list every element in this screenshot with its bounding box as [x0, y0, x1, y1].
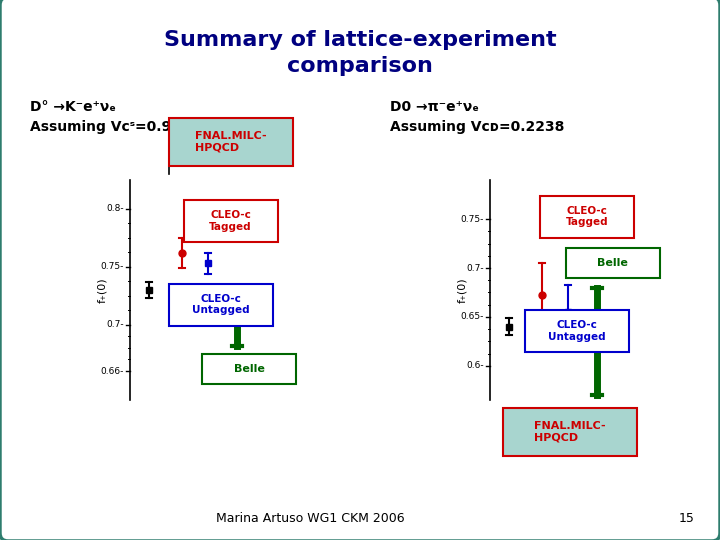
Text: FNAL.MILC-
HPQCD: FNAL.MILC- HPQCD [195, 131, 266, 153]
FancyBboxPatch shape [168, 284, 273, 326]
Text: CLEO-c
Untagged: CLEO-c Untagged [192, 294, 250, 315]
Text: 0.65-: 0.65- [461, 312, 484, 321]
Text: D° →K⁻e⁺νₑ: D° →K⁻e⁺νₑ [30, 100, 116, 114]
Text: 0.75-: 0.75- [101, 262, 124, 271]
Text: f₊(0): f₊(0) [97, 277, 107, 303]
Text: Summary of lattice-experiment: Summary of lattice-experiment [163, 30, 557, 50]
Text: comparison: comparison [287, 56, 433, 76]
Text: CLEO-c
Tagged: CLEO-c Tagged [565, 206, 608, 227]
Text: 0.75-: 0.75- [461, 214, 484, 224]
Text: 0.7-: 0.7- [107, 320, 124, 329]
FancyBboxPatch shape [540, 195, 634, 238]
Text: Marina Artuso WG1 CKM 2006: Marina Artuso WG1 CKM 2006 [216, 512, 405, 525]
Text: 0.66-: 0.66- [101, 367, 124, 375]
FancyBboxPatch shape [525, 310, 629, 352]
Text: FNAL.MILC-
HPQCD: FNAL.MILC- HPQCD [534, 421, 606, 443]
Text: Assuming Vᴄᴅ=0.2238: Assuming Vᴄᴅ=0.2238 [390, 120, 564, 134]
Text: CLEO-c
Untagged: CLEO-c Untagged [548, 320, 606, 342]
Text: 0.6-: 0.6- [467, 361, 484, 370]
FancyBboxPatch shape [503, 408, 636, 456]
Text: f₊(0): f₊(0) [457, 277, 467, 303]
Text: 0.8-: 0.8- [107, 205, 124, 213]
Text: Assuming Vᴄˢ=0.9745: Assuming Vᴄˢ=0.9745 [30, 120, 200, 134]
Text: D0 →π⁻e⁺νₑ: D0 →π⁻e⁺νₑ [390, 100, 479, 114]
Text: 15: 15 [679, 512, 695, 525]
FancyBboxPatch shape [202, 354, 296, 384]
Text: 0.7-: 0.7- [467, 264, 484, 273]
FancyBboxPatch shape [168, 118, 293, 166]
FancyBboxPatch shape [184, 200, 277, 242]
FancyBboxPatch shape [566, 248, 660, 279]
Text: Belle: Belle [598, 259, 628, 268]
Text: CLEO-c
Tagged: CLEO-c Tagged [210, 210, 252, 232]
Text: Belle: Belle [233, 364, 264, 374]
